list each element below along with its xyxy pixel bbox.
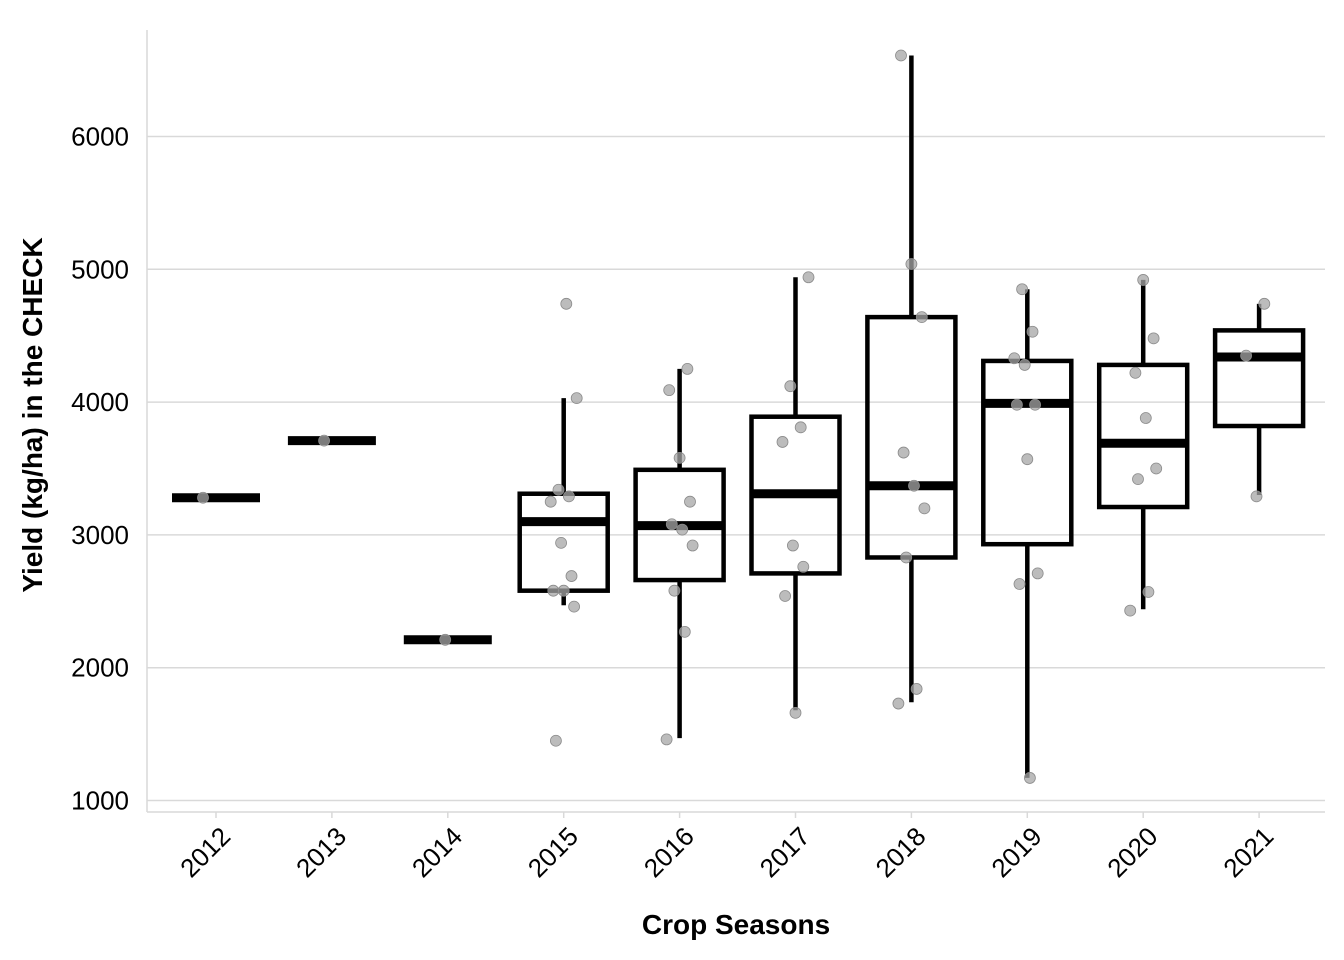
point-2016-3 xyxy=(684,495,696,508)
x-tick-label-2015: 2015 xyxy=(522,821,584,883)
point-2017-1 xyxy=(784,380,797,393)
point-2012-0 xyxy=(197,491,209,504)
point-2015-0 xyxy=(560,297,573,310)
point-2015-4 xyxy=(544,495,557,508)
point-2018-0 xyxy=(895,49,907,62)
point-2020-5 xyxy=(1132,473,1144,486)
x-tick-label-2014: 2014 xyxy=(406,821,468,883)
point-2016-8 xyxy=(678,625,691,638)
box-2016 xyxy=(633,368,726,739)
point-2021-2 xyxy=(1250,490,1263,503)
point-2015-3 xyxy=(563,490,575,503)
point-2017-6 xyxy=(779,590,791,602)
point-2018-2 xyxy=(915,311,928,324)
point-2015-10 xyxy=(550,734,562,747)
points xyxy=(197,49,1271,784)
point-2019-1 xyxy=(1026,325,1039,338)
point-2015-2 xyxy=(552,483,565,496)
boxes xyxy=(172,55,1306,778)
point-2015-7 xyxy=(547,584,560,597)
y-tick-label-3000: 3000 xyxy=(71,520,129,550)
point-2018-6 xyxy=(900,551,913,564)
box-2021 xyxy=(1212,303,1306,496)
point-2016-2 xyxy=(673,451,686,464)
point-2018-7 xyxy=(910,683,923,695)
box-2020 xyxy=(1096,279,1190,610)
x-axis-title: Crop Seasons xyxy=(642,909,830,940)
point-2016-1 xyxy=(663,384,676,397)
gridlines xyxy=(147,135,1325,802)
point-2017-5 xyxy=(797,560,810,573)
point-2019-4 xyxy=(1029,398,1041,411)
point-2018-5 xyxy=(918,502,931,515)
point-2015-8 xyxy=(557,584,570,597)
point-2017-0 xyxy=(802,271,815,284)
point-2016-7 xyxy=(668,584,681,597)
box-iqr-2018 xyxy=(865,314,958,560)
point-2020-1 xyxy=(1147,332,1160,345)
y-axis-title: Yield (kg/ha) in the CHECK xyxy=(17,237,48,592)
axes xyxy=(146,30,1325,818)
point-2018-4 xyxy=(908,479,920,492)
point-2021-1 xyxy=(1240,349,1252,362)
point-2017-3 xyxy=(776,436,789,448)
x-tick-label-2018: 2018 xyxy=(870,821,932,883)
point-2020-4 xyxy=(1150,462,1163,475)
point-2019-7 xyxy=(1031,567,1044,580)
box-2018 xyxy=(865,55,958,703)
box-iqr-2021 xyxy=(1212,328,1306,429)
point-2018-8 xyxy=(892,697,905,710)
point-2020-3 xyxy=(1139,412,1152,424)
point-2017-7 xyxy=(789,706,802,719)
y-tick-label-5000: 5000 xyxy=(71,254,129,284)
box-2017 xyxy=(749,277,842,711)
point-2020-7 xyxy=(1124,604,1137,617)
point-2020-2 xyxy=(1129,366,1142,379)
point-2015-6 xyxy=(565,570,578,582)
x-tick-label-2016: 2016 xyxy=(638,821,700,883)
point-2018-3 xyxy=(897,446,910,459)
point-2021-0 xyxy=(1258,297,1271,310)
box-iqr-2020 xyxy=(1096,362,1190,510)
point-2019-2 xyxy=(1008,352,1021,365)
point-2016-5 xyxy=(676,523,689,536)
box-iqr-2019 xyxy=(981,358,1074,547)
point-2016-4 xyxy=(665,518,678,531)
point-2015-9 xyxy=(568,600,580,613)
x-tick-label-2020: 2020 xyxy=(1101,821,1163,883)
point-2016-6 xyxy=(686,539,699,552)
point-2019-0 xyxy=(1016,283,1028,296)
point-2019-9 xyxy=(1024,772,1036,784)
point-2017-2 xyxy=(794,421,807,434)
x-tick-label-2013: 2013 xyxy=(290,821,352,883)
point-2013-0 xyxy=(318,434,331,447)
point-2015-5 xyxy=(555,536,567,549)
point-2016-0 xyxy=(681,362,694,375)
y-tick-label-1000: 1000 xyxy=(71,786,129,816)
point-2020-0 xyxy=(1137,274,1150,286)
point-2014-0 xyxy=(439,633,452,646)
point-2019-8 xyxy=(1013,578,1026,590)
x-tick-label-2019: 2019 xyxy=(985,821,1047,883)
x-tick-label-2021: 2021 xyxy=(1217,821,1279,883)
point-2015-1 xyxy=(570,392,583,405)
x-tick-label-2017: 2017 xyxy=(754,821,816,883)
point-2017-4 xyxy=(787,539,799,552)
x-tick-label-2012: 2012 xyxy=(174,821,236,883)
point-2018-1 xyxy=(905,258,918,270)
y-tick-label-4000: 4000 xyxy=(71,387,129,417)
box-2015 xyxy=(517,398,610,606)
point-2020-6 xyxy=(1142,586,1155,598)
y-tick-label-2000: 2000 xyxy=(71,653,129,683)
y-tick-label-6000: 6000 xyxy=(71,122,129,152)
point-2019-6 xyxy=(1021,453,1034,466)
point-2019-3 xyxy=(1018,359,1031,371)
point-2016-9 xyxy=(660,733,673,746)
point-2019-5 xyxy=(1011,398,1023,411)
